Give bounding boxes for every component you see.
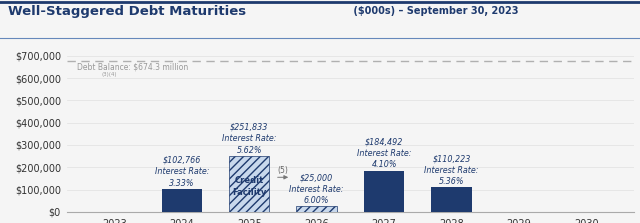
Bar [364,171,404,212]
Text: $110,223
Interest Rate:
5.36%: $110,223 Interest Rate: 5.36% [424,154,479,186]
Bar [162,189,202,212]
Text: ($000s) – September 30, 2023: ($000s) – September 30, 2023 [350,6,518,16]
Text: $102,766
Interest Rate:
3.33%: $102,766 Interest Rate: 3.33% [155,156,209,188]
Bar [431,187,472,212]
Text: $25,000
Interest Rate:
6.00%: $25,000 Interest Rate: 6.00% [289,173,344,205]
Text: Debt Balance: $674.3 million: Debt Balance: $674.3 million [77,62,191,72]
Text: Well-Staggered Debt Maturities: Well-Staggered Debt Maturities [8,5,246,18]
Text: $184,492
Interest Rate:
4.10%: $184,492 Interest Rate: 4.10% [357,138,412,169]
Text: $251,833
Interest Rate:
5.62%: $251,833 Interest Rate: 5.62% [222,123,276,155]
Text: (3)(4): (3)(4) [102,72,117,76]
Text: Credit
Facility: Credit Facility [232,176,266,197]
Text: (5): (5) [278,166,289,175]
Bar [296,206,337,212]
Bar [229,156,269,212]
